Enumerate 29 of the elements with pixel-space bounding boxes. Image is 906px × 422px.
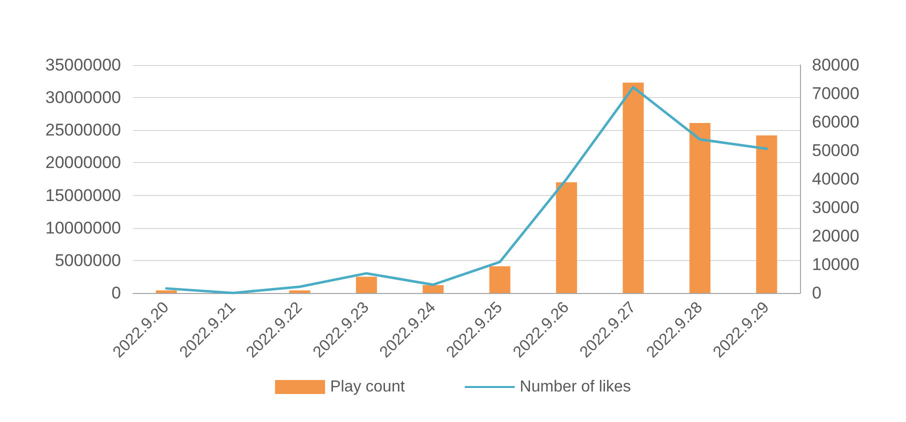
legend-label: Play count	[330, 378, 406, 396]
y2-tick-label: 20000	[812, 226, 860, 246]
y2-tick-label: 50000	[812, 141, 860, 160]
line-series	[165, 86, 768, 294]
bar	[622, 82, 644, 293]
bar	[422, 285, 444, 293]
y2-tick-label: 0	[812, 284, 822, 302]
y-tick-label: 30000000	[45, 88, 121, 108]
y2-tick-label: 30000	[812, 198, 860, 217]
y2-tick-label: 10000	[812, 255, 860, 274]
bar	[289, 290, 310, 293]
y2-tick-label: 80000	[812, 56, 860, 74]
bar	[556, 182, 578, 293]
y-tick-label: 25000000	[45, 120, 121, 140]
y-tick-label: 20000000	[45, 153, 121, 172]
legend-label: Number of likes	[520, 378, 631, 396]
bar	[689, 122, 710, 293]
bar	[756, 135, 778, 293]
bar	[156, 290, 177, 293]
y-tick-label: 35000000	[45, 56, 121, 74]
bar	[356, 276, 377, 293]
y2-tick-label: 70000	[812, 84, 860, 103]
y2-tick-label: 40000	[812, 170, 860, 188]
bar	[489, 266, 510, 293]
y-tick-label: 0	[112, 284, 121, 302]
y-tick-label: 5000000	[54, 250, 121, 270]
y-tick-label: 10000000	[45, 218, 121, 238]
y-tick-label: 15000000	[45, 186, 121, 205]
y2-tick-label: 60000	[812, 112, 860, 132]
